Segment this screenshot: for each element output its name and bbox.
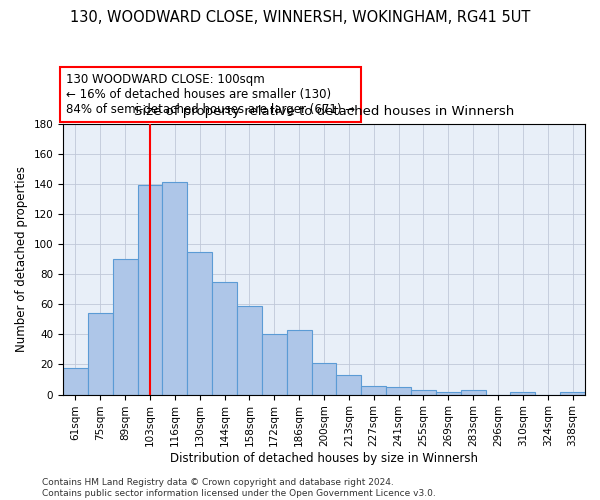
Bar	[361, 386, 386, 394]
Bar	[63, 368, 88, 394]
Bar	[511, 392, 535, 394]
Bar	[411, 390, 436, 394]
Bar	[386, 387, 411, 394]
Text: 130 WOODWARD CLOSE: 100sqm
← 16% of detached houses are smaller (130)
84% of sem: 130 WOODWARD CLOSE: 100sqm ← 16% of deta…	[65, 73, 355, 116]
Bar	[137, 186, 163, 394]
Bar	[212, 282, 237, 395]
Bar	[262, 334, 287, 394]
Text: Contains HM Land Registry data © Crown copyright and database right 2024.
Contai: Contains HM Land Registry data © Crown c…	[42, 478, 436, 498]
Title: Size of property relative to detached houses in Winnersh: Size of property relative to detached ho…	[134, 106, 514, 118]
X-axis label: Distribution of detached houses by size in Winnersh: Distribution of detached houses by size …	[170, 452, 478, 465]
Y-axis label: Number of detached properties: Number of detached properties	[15, 166, 28, 352]
Bar	[436, 392, 461, 394]
Bar	[337, 375, 361, 394]
Bar	[187, 252, 212, 394]
Bar	[163, 182, 187, 394]
Bar	[113, 259, 137, 394]
Bar	[88, 314, 113, 394]
Text: 130, WOODWARD CLOSE, WINNERSH, WOKINGHAM, RG41 5UT: 130, WOODWARD CLOSE, WINNERSH, WOKINGHAM…	[70, 10, 530, 25]
Bar	[461, 390, 485, 394]
Bar	[237, 306, 262, 394]
Bar	[287, 330, 311, 394]
Bar	[560, 392, 585, 394]
Bar	[311, 363, 337, 394]
